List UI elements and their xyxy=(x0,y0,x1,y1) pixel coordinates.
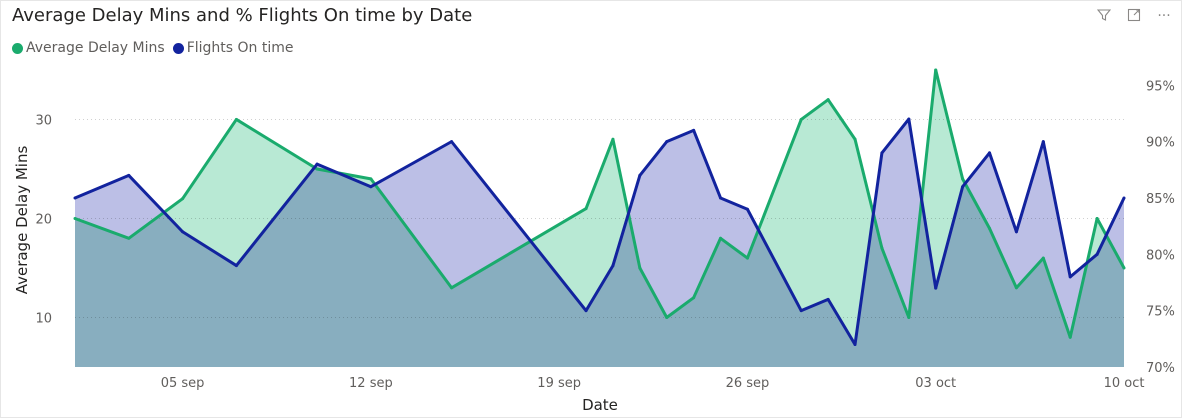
chart-title: Average Delay Mins and % Flights On time… xyxy=(12,5,473,26)
point-flights-on-time xyxy=(961,185,965,189)
point-average-delay-mins xyxy=(181,197,185,201)
point-average-delay-mins xyxy=(1122,266,1126,270)
x-tick-label: 19 sep xyxy=(537,376,581,391)
point-flights-on-time xyxy=(611,264,615,268)
point-flights-on-time xyxy=(584,309,588,313)
point-flights-on-time xyxy=(1041,140,1045,144)
point-flights-on-time xyxy=(315,162,319,166)
point-flights-on-time xyxy=(988,151,992,155)
point-average-delay-mins xyxy=(719,236,723,240)
point-average-delay-mins xyxy=(584,207,588,211)
series-lines xyxy=(73,68,1126,346)
point-average-delay-mins xyxy=(880,246,884,250)
point-average-delay-mins xyxy=(1095,216,1099,220)
point-flights-on-time xyxy=(826,297,830,301)
x-axis-title: Date xyxy=(582,396,618,414)
point-average-delay-mins xyxy=(799,117,803,121)
point-flights-on-time xyxy=(799,309,803,313)
point-average-delay-mins xyxy=(1068,335,1072,339)
point-flights-on-time xyxy=(450,140,454,144)
y-left-tick-label: 10 xyxy=(35,311,52,326)
point-flights-on-time xyxy=(638,173,642,177)
point-flights-on-time xyxy=(719,196,723,200)
x-tick-label: 03 oct xyxy=(915,376,956,391)
point-flights-on-time xyxy=(1014,230,1018,234)
point-flights-on-time xyxy=(692,128,696,132)
point-average-delay-mins xyxy=(692,296,696,300)
legend-marker-flights-on-time xyxy=(172,42,184,54)
point-average-delay-mins xyxy=(961,177,965,181)
point-flights-on-time xyxy=(934,286,938,290)
visual-header-toolbar: ··· xyxy=(1096,8,1172,24)
point-average-delay-mins xyxy=(1041,256,1045,260)
point-average-delay-mins xyxy=(853,137,857,141)
chart-legend: Average Delay Mins Flights On time xyxy=(12,40,294,56)
point-average-delay-mins xyxy=(369,177,373,181)
x-tick-label: 12 sep xyxy=(349,376,393,391)
filter-icon[interactable] xyxy=(1096,8,1112,24)
x-tick-label: 10 oct xyxy=(1104,376,1145,391)
point-flights-on-time xyxy=(665,140,669,144)
y-right-tick-label: 80% xyxy=(1146,248,1175,263)
point-average-delay-mins xyxy=(745,256,749,260)
point-flights-on-time xyxy=(234,264,238,268)
point-average-delay-mins xyxy=(826,98,830,102)
point-flights-on-time xyxy=(73,196,77,200)
legend-marker-average-delay xyxy=(12,42,23,54)
y-axis-title: Average Delay Mins xyxy=(13,146,31,295)
point-average-delay-mins xyxy=(638,266,642,270)
point-flights-on-time xyxy=(1068,275,1072,279)
point-flights-on-time xyxy=(745,207,749,211)
focus-mode-icon[interactable] xyxy=(1126,8,1142,24)
point-average-delay-mins xyxy=(665,315,669,319)
point-flights-on-time xyxy=(1122,196,1126,200)
legend-item-average-delay[interactable]: Average Delay Mins xyxy=(12,40,165,56)
y-right-tick-label: 90% xyxy=(1146,136,1175,151)
area-fills xyxy=(75,69,1124,368)
point-average-delay-mins xyxy=(73,216,77,220)
more-options-icon[interactable]: ··· xyxy=(1157,8,1171,24)
y-right-tick-label: 95% xyxy=(1146,79,1175,94)
point-average-delay-mins xyxy=(234,117,238,121)
point-average-delay-mins xyxy=(127,236,131,240)
point-flights-on-time xyxy=(853,342,857,346)
legend-label-average-delay: Average Delay Mins xyxy=(26,40,165,56)
y-right-tick-label: 75% xyxy=(1146,305,1175,320)
axis-ticks: 10 20 30 70% 75% 80% 85% 90% 95% 05 sep 12 sep 19 s… xyxy=(35,79,1174,391)
point-flights-on-time xyxy=(127,173,131,177)
legend-label-flights-on-time: Flights On time xyxy=(186,40,294,56)
point-average-delay-mins xyxy=(611,137,615,141)
y-right-tick-label: 70% xyxy=(1146,361,1175,376)
x-tick-label: 05 sep xyxy=(161,376,205,391)
point-flights-on-time xyxy=(369,185,373,189)
point-average-delay-mins xyxy=(907,315,911,319)
legend-item-flights-on-time[interactable]: Flights On time xyxy=(172,40,294,56)
point-average-delay-mins xyxy=(988,226,992,230)
x-tick-label: 26 sep xyxy=(726,376,770,391)
point-average-delay-mins xyxy=(934,68,938,72)
y-right-tick-label: 85% xyxy=(1146,192,1175,207)
point-average-delay-mins xyxy=(450,286,454,290)
y-left-tick-label: 30 xyxy=(35,113,52,128)
point-flights-on-time xyxy=(907,117,911,121)
point-average-delay-mins xyxy=(1014,286,1018,290)
point-flights-on-time xyxy=(181,230,185,234)
point-flights-on-time xyxy=(1095,252,1099,256)
y-left-tick-label: 20 xyxy=(35,212,52,227)
point-average-delay-mins xyxy=(315,167,319,171)
point-flights-on-time xyxy=(880,151,884,155)
